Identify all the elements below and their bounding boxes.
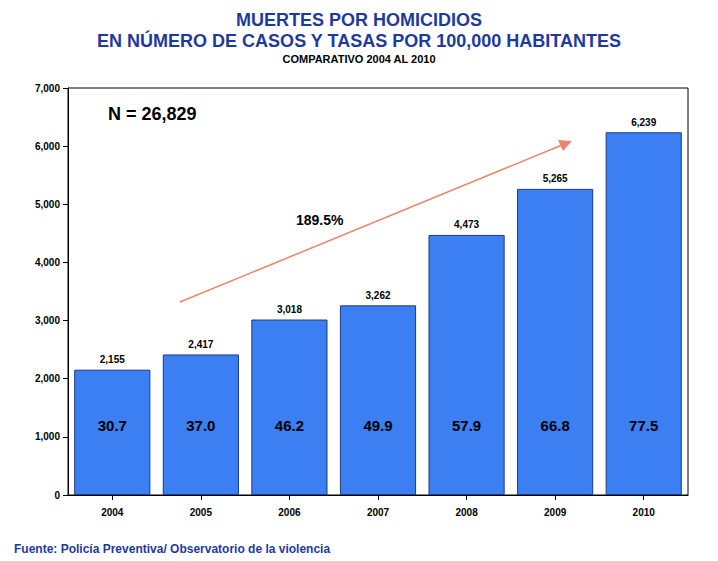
svg-text:4,000: 4,000 [35, 257, 60, 268]
svg-text:N = 26,829: N = 26,829 [108, 104, 197, 124]
svg-text:5,000: 5,000 [35, 199, 60, 210]
svg-text:49.9: 49.9 [363, 417, 392, 434]
svg-text:77.5: 77.5 [629, 417, 658, 434]
svg-text:5,265: 5,265 [543, 173, 568, 184]
svg-text:0: 0 [54, 490, 60, 501]
svg-text:Fuente: Policía Preventiva/ Ob: Fuente: Policía Preventiva/ Observatorio… [14, 542, 330, 556]
svg-text:2,417: 2,417 [188, 339, 213, 350]
svg-text:2005: 2005 [190, 507, 213, 518]
svg-text:2004: 2004 [101, 507, 124, 518]
svg-text:66.8: 66.8 [541, 417, 570, 434]
svg-text:2006: 2006 [278, 507, 301, 518]
svg-text:3,018: 3,018 [277, 304, 302, 315]
svg-text:2009: 2009 [544, 507, 567, 518]
svg-text:3,262: 3,262 [365, 290, 390, 301]
svg-text:2010: 2010 [633, 507, 656, 518]
svg-text:6,000: 6,000 [35, 141, 60, 152]
svg-text:4,473: 4,473 [454, 219, 479, 230]
svg-text:30.7: 30.7 [98, 417, 127, 434]
svg-text:MUERTES POR HOMICIDIOS: MUERTES POR HOMICIDIOS [236, 10, 482, 30]
svg-text:COMPARATIVO 2004 AL 2010: COMPARATIVO 2004 AL 2010 [282, 53, 435, 65]
svg-text:2008: 2008 [455, 507, 478, 518]
svg-text:6,239: 6,239 [631, 117, 656, 128]
svg-text:3,000: 3,000 [35, 315, 60, 326]
svg-text:2,000: 2,000 [35, 373, 60, 384]
svg-text:57.9: 57.9 [452, 417, 481, 434]
svg-text:189.5%: 189.5% [296, 212, 344, 228]
svg-text:2007: 2007 [367, 507, 390, 518]
svg-text:37.0: 37.0 [186, 417, 215, 434]
svg-text:46.2: 46.2 [275, 417, 304, 434]
svg-text:2,155: 2,155 [100, 354, 125, 365]
svg-text:EN NÚMERO DE CASOS Y TASAS POR: EN NÚMERO DE CASOS Y TASAS POR 100,000 H… [97, 30, 621, 51]
svg-text:1,000: 1,000 [35, 431, 60, 442]
svg-text:7,000: 7,000 [35, 83, 60, 94]
